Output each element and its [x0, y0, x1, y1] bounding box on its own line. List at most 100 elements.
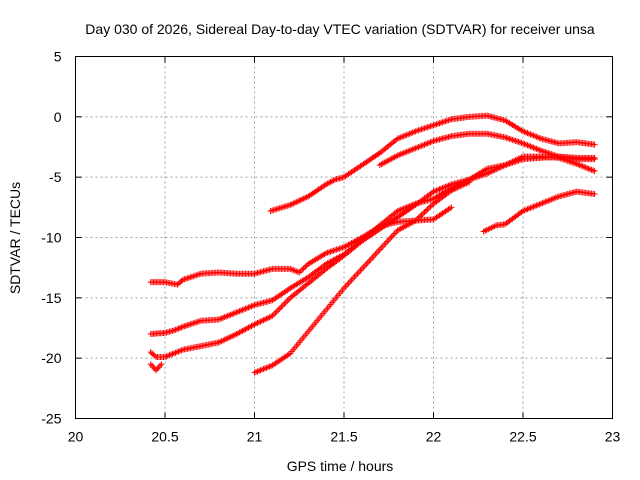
- data-point: [581, 163, 588, 170]
- data-point: [554, 194, 561, 201]
- data-point: [528, 204, 535, 211]
- data-point: [402, 149, 409, 156]
- data-point: [405, 131, 412, 138]
- tick-layer: 20 20.5 21 21.5 22 22.5 23 -25 -20 -15 -10 -5 0 5: [41, 49, 620, 445]
- data-point: [296, 269, 303, 276]
- data-point: [533, 133, 540, 140]
- data-point: [530, 144, 537, 151]
- data-point: [542, 198, 549, 205]
- data-point: [546, 197, 553, 204]
- data-point: [427, 123, 434, 130]
- data-point: [417, 213, 424, 220]
- data-point: [430, 122, 437, 129]
- data-point: [528, 131, 535, 138]
- data-point: [230, 310, 237, 317]
- data-point: [512, 158, 519, 165]
- data-point: [434, 186, 441, 193]
- data-point: [181, 323, 188, 330]
- data-point: [576, 162, 583, 169]
- data-point: [181, 276, 188, 283]
- data-point: [536, 201, 543, 208]
- data-point: [191, 272, 198, 279]
- data-point: [427, 203, 434, 210]
- data-point: [414, 216, 421, 223]
- data-point: [423, 207, 430, 214]
- data-point: [238, 307, 245, 314]
- data-point: [394, 152, 401, 159]
- data-point: [443, 183, 450, 190]
- data-point: [182, 322, 189, 329]
- data-point: [423, 140, 430, 147]
- data-point: [196, 271, 203, 278]
- data-point: [190, 320, 197, 327]
- data-point: [531, 145, 538, 152]
- data-point: [327, 248, 334, 255]
- y-tick-label: -20: [41, 350, 61, 366]
- series-sat-g: [251, 178, 473, 376]
- data-point: [184, 322, 191, 329]
- data-point: [440, 118, 447, 125]
- data-point: [446, 116, 453, 123]
- data-point: [514, 158, 521, 165]
- data-point: [227, 311, 234, 318]
- data-point: [235, 308, 242, 315]
- data-point: [433, 121, 440, 128]
- data-point: [257, 367, 264, 374]
- data-point: [221, 314, 228, 321]
- y-axis-label: SDTVAR / TECUs: [7, 182, 23, 294]
- data-point: [415, 144, 422, 150]
- data-point: [255, 367, 262, 374]
- chart-title: Day 030 of 2026, Sidereal Day-to-day VTE…: [85, 21, 595, 37]
- data-point: [533, 202, 540, 209]
- data-point: [534, 201, 541, 208]
- data-point: [436, 186, 443, 193]
- data-point: [417, 143, 424, 150]
- data-point: [570, 159, 577, 166]
- y-tick-label: 5: [54, 49, 62, 65]
- data-point: [520, 128, 526, 135]
- data-point: [218, 338, 225, 345]
- data-point: [449, 186, 456, 193]
- plot-frame: [75, 56, 613, 419]
- data-point: [460, 181, 467, 188]
- data-point: [436, 120, 443, 127]
- data-point: [264, 364, 271, 371]
- data-point: [506, 135, 513, 142]
- data-point: [505, 135, 512, 142]
- data-point: [297, 268, 304, 275]
- data-point: [536, 147, 543, 154]
- data-point: [573, 160, 580, 167]
- data-point: [590, 167, 597, 174]
- data-point: [591, 168, 598, 175]
- data-point: [420, 125, 427, 132]
- data-point: [575, 161, 582, 168]
- data-point: [429, 122, 436, 129]
- data-point: [291, 267, 298, 274]
- data-point: [502, 162, 509, 169]
- data-point: [323, 250, 330, 257]
- data-point: [250, 302, 257, 309]
- data-point: [509, 136, 516, 143]
- y-tick-label: -15: [41, 290, 61, 306]
- data-point: [442, 183, 449, 190]
- data-point: [448, 187, 455, 194]
- data-point: [178, 324, 185, 331]
- data-point: [540, 199, 547, 206]
- data-point: [338, 245, 345, 252]
- data-point: [326, 249, 333, 256]
- data-point: [218, 315, 225, 322]
- data-point: [521, 128, 528, 135]
- data-point: [297, 196, 304, 203]
- data-point: [426, 204, 433, 211]
- data-point: [549, 195, 556, 202]
- data-point: [452, 185, 459, 192]
- data-point: [232, 309, 239, 316]
- data-point: [175, 348, 182, 355]
- data-point: [215, 316, 222, 323]
- data-point: [299, 266, 306, 273]
- data-point: [409, 146, 416, 153]
- data-point: [518, 139, 525, 146]
- data-point: [508, 136, 515, 143]
- data-point: [393, 153, 400, 160]
